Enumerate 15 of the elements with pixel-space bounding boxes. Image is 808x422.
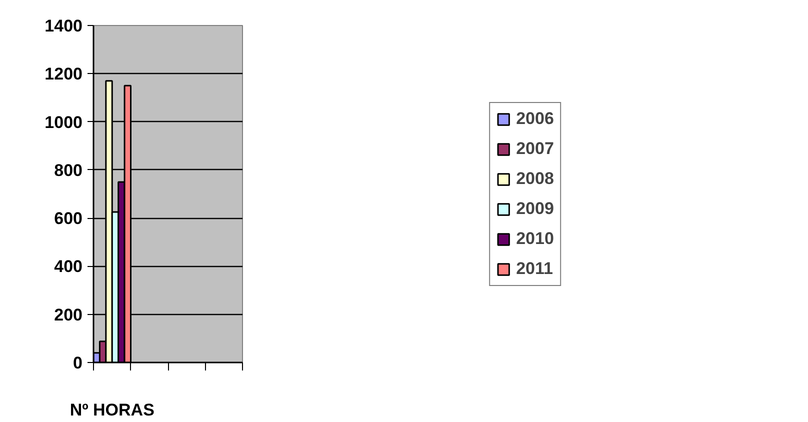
x-tick-label: Nº HORAS: [70, 400, 154, 420]
y-tick-label: 1000: [44, 112, 83, 132]
legend-label: 2008: [516, 168, 554, 188]
y-tick-label: 1200: [44, 64, 83, 84]
y-tick-label: 1400: [44, 16, 83, 36]
legend-label: 2007: [516, 138, 554, 158]
legend-label: 2010: [516, 228, 554, 248]
y-tick-label: 800: [54, 160, 83, 180]
y-tick-label: 600: [54, 209, 83, 228]
legend-label: 2011: [516, 258, 553, 278]
y-tick-label: 0: [73, 354, 83, 372]
y-tick-label: 200: [54, 305, 83, 324]
y-tick-label: 400: [54, 257, 83, 276]
legend-label: 2006: [516, 108, 554, 128]
legend-label: 2009: [516, 198, 554, 218]
